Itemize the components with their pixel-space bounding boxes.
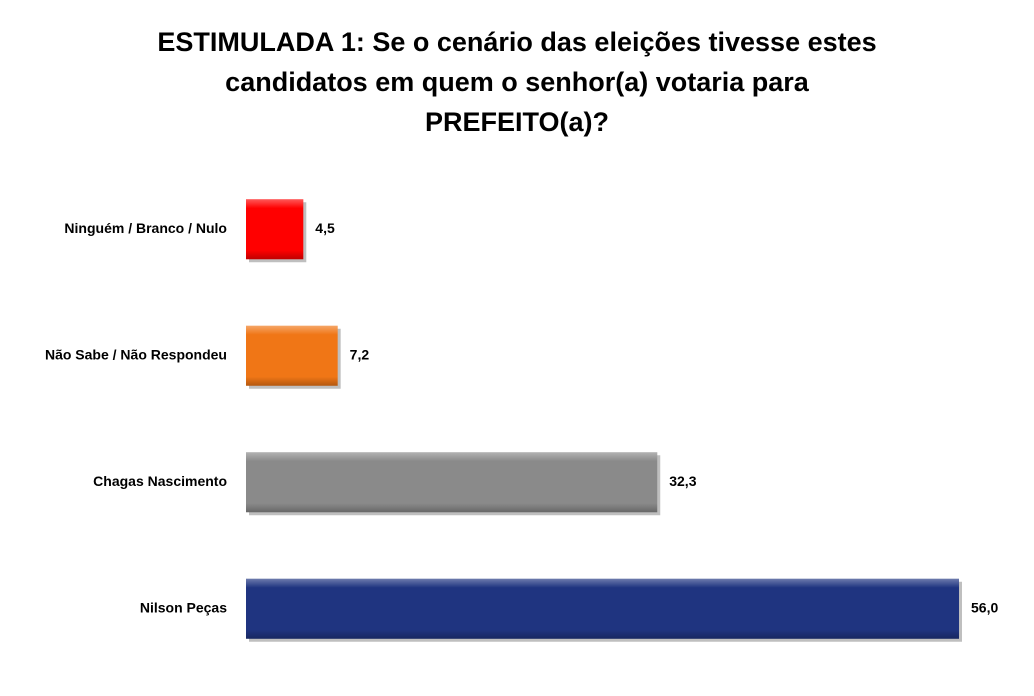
category-label: Nilson Peças <box>140 599 227 615</box>
bar-shine <box>246 199 304 260</box>
value-label: 4,5 <box>315 220 335 236</box>
category-label: Não Sabe / Não Respondeu <box>45 346 227 362</box>
bar-shine <box>246 325 338 386</box>
value-label: 56,0 <box>971 599 998 615</box>
category-label: Chagas Nascimento <box>93 473 227 489</box>
value-label: 32,3 <box>669 473 696 489</box>
value-label: 7,2 <box>350 346 370 362</box>
category-label: Ninguém / Branco / Nulo <box>64 220 227 236</box>
bar-shine <box>246 452 658 513</box>
bar-shine <box>246 578 959 639</box>
chart-title: ESTIMULADA 1: Se o cenário das eleições … <box>157 27 877 137</box>
